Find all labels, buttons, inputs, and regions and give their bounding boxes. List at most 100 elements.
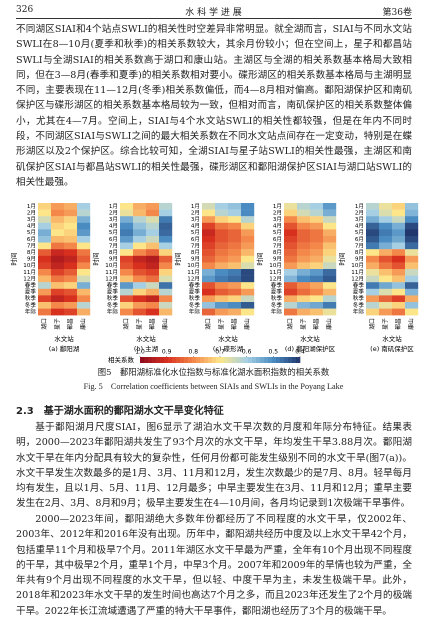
heatmap-cell — [405, 262, 419, 270]
heatmap-cell — [297, 255, 311, 263]
heatmap-cell — [323, 302, 337, 309]
heatmap-cell — [284, 295, 298, 303]
heatmap-cell — [146, 229, 160, 237]
heatmap-cell — [405, 229, 419, 237]
colorbar-segment — [216, 357, 221, 363]
colorbar-tick-label: 1.0 — [135, 349, 145, 356]
row-label: 11月 — [187, 269, 200, 276]
heatmap-cell — [323, 275, 337, 283]
heatmap-cell — [64, 288, 78, 296]
y-axis-label: 时间 — [255, 253, 264, 266]
heatmap-cell — [405, 242, 419, 250]
column-label: 星子 — [54, 318, 61, 330]
heatmap-cell — [51, 302, 65, 309]
heatmap-cell — [310, 308, 324, 316]
heatmap-cell — [310, 209, 324, 217]
row-label: 春季 — [189, 281, 201, 289]
row-label: 春季 — [25, 281, 37, 289]
heatmap-cell — [159, 288, 173, 296]
heatmap-cell — [323, 216, 337, 223]
colorbar-segment — [208, 357, 213, 363]
row-label: 9月 — [355, 256, 364, 263]
heatmap-cell — [146, 269, 160, 276]
colorbar-segment — [276, 357, 281, 363]
heatmap-cell — [405, 302, 419, 309]
row-label: 9月 — [27, 256, 36, 263]
heatmap-cell — [366, 262, 380, 270]
heatmap-cell — [38, 262, 52, 270]
heatmap-cell — [159, 222, 173, 230]
colorbar-segment — [144, 357, 149, 363]
row-label: 7月 — [27, 242, 36, 249]
heatmap-cell — [405, 269, 419, 276]
heatmap-cell — [405, 295, 419, 303]
colorbar-segment — [200, 357, 205, 363]
heatmap-cell — [310, 302, 324, 309]
heatmap-cell — [77, 216, 91, 223]
row-label: 11月 — [269, 269, 282, 276]
heatmap-cell — [38, 302, 52, 309]
row-label: 11月 — [23, 269, 36, 276]
heatmap-cell — [366, 236, 380, 243]
heatmap-cell — [146, 236, 160, 243]
row-label: 年际 — [353, 307, 365, 315]
heatmap-cell — [379, 295, 393, 303]
heatmap-cell — [228, 255, 242, 263]
row-label: 5月 — [191, 229, 200, 236]
heatmap-cell — [133, 302, 147, 309]
colorbar-segment — [280, 357, 285, 363]
heatmap-cell — [228, 222, 242, 230]
heatmap-cell — [202, 269, 216, 276]
heatmap-cell — [297, 209, 311, 217]
row-label: 10月 — [269, 262, 282, 269]
row-label: 夏季 — [271, 288, 283, 296]
heatmap-cell — [202, 262, 216, 270]
heatmap-cell — [38, 308, 52, 316]
row-label: 冬季 — [353, 301, 365, 309]
row-label: 7月 — [273, 242, 282, 249]
paragraph: 不同湖区SIAI和4个站点SWLI的相关性时空差异非常明显。就全湖而言，SIAI… — [16, 24, 412, 188]
heatmap-cell — [77, 236, 91, 243]
heatmap-cell — [202, 288, 216, 296]
heatmap-cell — [215, 236, 229, 243]
heatmap-cell — [284, 242, 298, 250]
row-label: 年际 — [25, 307, 37, 315]
heatmap-cell — [392, 236, 406, 243]
heatmap-cell — [159, 302, 173, 309]
heatmap-cell — [77, 262, 91, 270]
heatmap-cell — [159, 308, 173, 316]
heatmap-cell — [379, 255, 393, 263]
heatmap-cell — [228, 216, 242, 223]
colorbar-segment — [288, 357, 293, 363]
heatmap-cell — [297, 236, 311, 243]
heatmap-cell — [64, 209, 78, 217]
row-label: 6月 — [109, 236, 118, 243]
row-label: 12月 — [23, 275, 36, 282]
heatmap-cell — [202, 249, 216, 256]
heatmap-cell — [64, 236, 78, 243]
column-label: 都昌 — [149, 318, 156, 330]
row-label: 8月 — [355, 249, 364, 256]
row-label: 8月 — [191, 249, 200, 256]
colorbar-segment — [252, 357, 257, 363]
heatmap-cell — [77, 242, 91, 250]
heatmap-cell — [310, 288, 324, 296]
panel-label: (b) 主湖 — [134, 344, 159, 353]
row-label: 12月 — [105, 275, 118, 282]
row-label: 12月 — [351, 275, 364, 282]
row-label: 9月 — [273, 256, 282, 263]
heatmap-cell — [366, 282, 380, 289]
heatmap-cell — [146, 282, 160, 289]
section-heading: 2.3 基于湖水面积的鄱阳湖水文干旱变化特征 — [16, 406, 224, 417]
heatmap-cell — [297, 275, 311, 283]
heatmap-cell — [159, 242, 173, 250]
heatmap-cell — [215, 242, 229, 250]
heatmap-cell — [64, 222, 78, 230]
heatmap-cell — [38, 242, 52, 250]
heatmap-cell — [51, 282, 65, 289]
heatmap-cell — [366, 242, 380, 250]
heatmap-cell — [379, 216, 393, 223]
panel-label: (d) 鄱阳湖保护区 — [285, 344, 336, 353]
heatmap-cell — [366, 302, 380, 309]
heatmap-cell — [51, 295, 65, 303]
